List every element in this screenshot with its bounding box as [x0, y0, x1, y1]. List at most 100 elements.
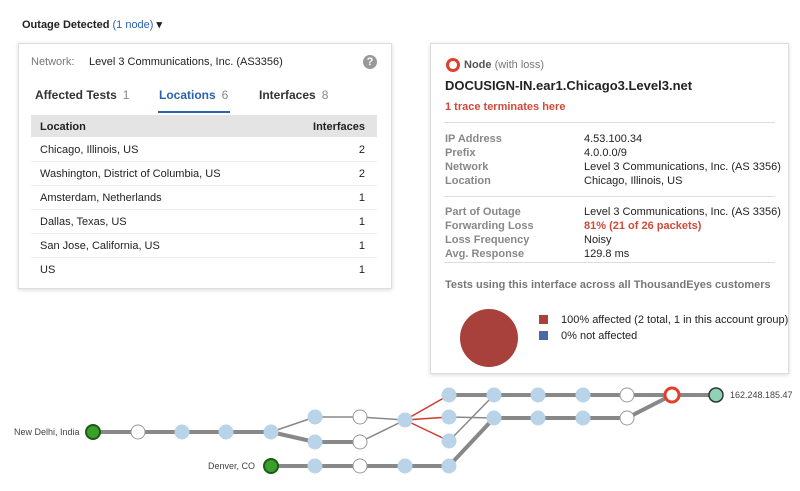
source-label: New Delhi, India — [14, 427, 80, 437]
node — [263, 458, 279, 474]
detail-label: Avg. Response — [445, 248, 525, 260]
edge — [270, 416, 316, 433]
separator — [444, 262, 775, 263]
node — [307, 434, 323, 450]
detail-label: Part of Outage — [445, 206, 521, 218]
cell: 2 — [358, 144, 365, 156]
node — [352, 458, 368, 474]
detail-value: 129.8 ms — [584, 248, 630, 260]
cell: Amsterdam, Netherlands — [40, 192, 162, 204]
detail-value: Level 3 Communications, Inc. (AS 3356) — [584, 206, 781, 218]
hostname: DOCUSIGN-IN.ear1.Chicago3.Level3.net — [445, 78, 693, 93]
node — [397, 458, 413, 474]
node-type: Node — [464, 59, 492, 71]
help-icon[interactable]: ? — [363, 55, 377, 69]
network-label: Network: — [31, 56, 75, 68]
node — [441, 433, 457, 449]
node — [352, 434, 368, 450]
legend-swatch — [539, 331, 548, 340]
cell: San Jose, California, US — [40, 240, 160, 252]
detail-label: Prefix — [445, 147, 476, 159]
edge — [359, 419, 406, 443]
cell: Washington, District of Columbia, US — [40, 168, 221, 180]
separator — [444, 122, 775, 123]
detail-label: IP Address — [445, 133, 502, 145]
node — [307, 409, 323, 425]
node — [174, 424, 190, 440]
node — [441, 409, 457, 425]
row-divider — [31, 233, 377, 234]
cell: 1 — [358, 240, 365, 252]
edge — [447, 416, 496, 468]
edge — [448, 394, 495, 442]
node — [619, 387, 635, 403]
cell: 1 — [358, 216, 365, 228]
detail-value: 4.53.100.34 — [584, 133, 643, 145]
tests-title: Tests using this interface across all Th… — [445, 279, 771, 291]
cell: US — [40, 264, 56, 276]
detail-value: Chicago, Illinois, US — [584, 175, 683, 187]
node — [130, 424, 146, 440]
row-divider — [31, 185, 377, 186]
tab-count: 1 — [122, 88, 130, 102]
legend-label: 0% not affected — [561, 330, 638, 342]
column-header: Interfaces — [313, 121, 365, 133]
node — [663, 386, 681, 404]
node-link[interactable]: (1 node) — [112, 19, 154, 31]
tab[interactable]: Affected Tests 1 — [35, 88, 129, 102]
target-label: 162.248.185.47 — [730, 390, 793, 400]
tab[interactable]: Interfaces 8 — [259, 88, 328, 102]
detail-label: Location — [445, 175, 491, 187]
node — [486, 387, 502, 403]
node — [708, 387, 724, 403]
tab-label: Interfaces — [259, 88, 316, 102]
edge — [359, 416, 406, 421]
node — [218, 424, 234, 440]
tab-underline — [158, 111, 230, 113]
table-header — [31, 115, 377, 137]
node — [619, 410, 635, 426]
row-divider — [31, 209, 377, 210]
legend-swatch — [539, 315, 548, 324]
tab-label: Locations — [159, 88, 216, 102]
right-panel: Node (with loss) DOCUSIGN-IN.ear1.Chicag… — [430, 43, 789, 374]
edge — [404, 419, 450, 442]
tab[interactable]: Locations 6 — [159, 88, 228, 102]
node — [263, 424, 279, 440]
detail-value: Noisy — [584, 234, 612, 246]
separator — [444, 196, 775, 197]
pie — [460, 309, 518, 367]
outage-header[interactable]: Outage Detected (1 node) ▾ — [22, 19, 163, 31]
node — [530, 410, 546, 426]
title: Outage Detected — [22, 19, 110, 31]
node-note: (with loss) — [494, 59, 545, 71]
detail-label: Loss Frequency — [445, 234, 530, 246]
row-divider — [31, 161, 377, 162]
detail-value: Level 3 Communications, Inc. (AS 3356) — [584, 161, 781, 173]
tab-count: 6 — [221, 88, 229, 102]
cell: Chicago, Illinois, US — [40, 144, 139, 156]
legend-label: 100% affected (2 total, 1 in this accoun… — [561, 314, 789, 326]
node — [530, 387, 546, 403]
node — [441, 458, 457, 474]
node — [307, 458, 323, 474]
trace-note: 1 trace terminates here — [445, 101, 566, 113]
network-value: Level 3 Communications, Inc. (AS3356) — [89, 56, 283, 68]
row-divider — [31, 257, 377, 258]
left-panel: Network: Level 3 Communications, Inc. (A… — [18, 43, 392, 289]
tab-label: Affected Tests — [35, 88, 117, 102]
column-header: Location — [40, 121, 86, 133]
detail-label: Network — [445, 161, 489, 173]
source-label: Denver, CO — [208, 461, 256, 471]
node-icon — [446, 58, 460, 72]
edge — [270, 430, 316, 444]
node — [85, 424, 101, 440]
node — [486, 410, 502, 426]
cell: Dallas, Texas, US — [40, 216, 127, 228]
node — [441, 387, 457, 403]
cell: 1 — [358, 192, 365, 204]
tab-count: 8 — [321, 88, 329, 102]
node — [575, 387, 591, 403]
